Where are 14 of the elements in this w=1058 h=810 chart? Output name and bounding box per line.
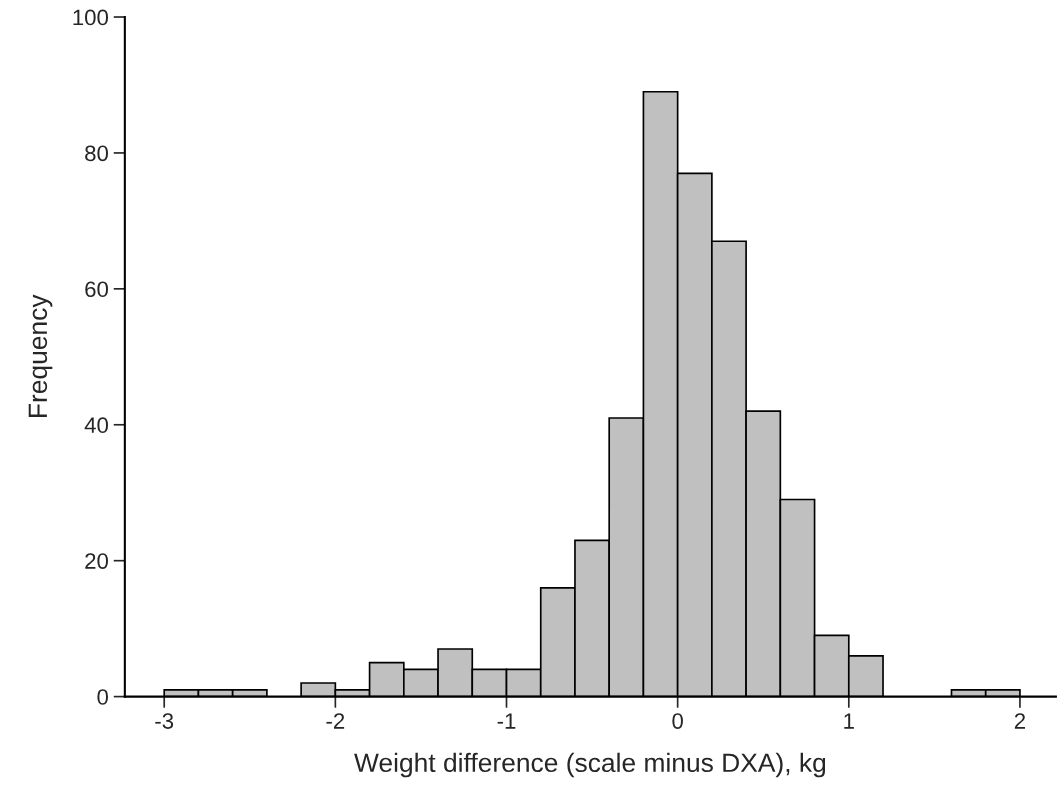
- y-tick-label: 40: [84, 417, 109, 434]
- x-axis-title: Weight difference (scale minus DXA), kg: [354, 752, 826, 778]
- x-tick-label: 2: [1014, 713, 1026, 729]
- y-tick-label: 60: [85, 281, 109, 298]
- x-tick-label: 0: [672, 713, 683, 729]
- x-tick-label: -3: [155, 713, 174, 729]
- y-tick-label: 100: [73, 9, 109, 26]
- y-tick-label: 80: [85, 145, 109, 162]
- y-tick-label: 20: [85, 553, 109, 569]
- x-tick-label: 1: [844, 713, 854, 729]
- y-axis-title: Frequency: [28, 294, 53, 417]
- x-tick-label: -1: [497, 713, 516, 729]
- x-tick-label: -2: [326, 713, 345, 729]
- y-tick-label: 0: [97, 689, 108, 705]
